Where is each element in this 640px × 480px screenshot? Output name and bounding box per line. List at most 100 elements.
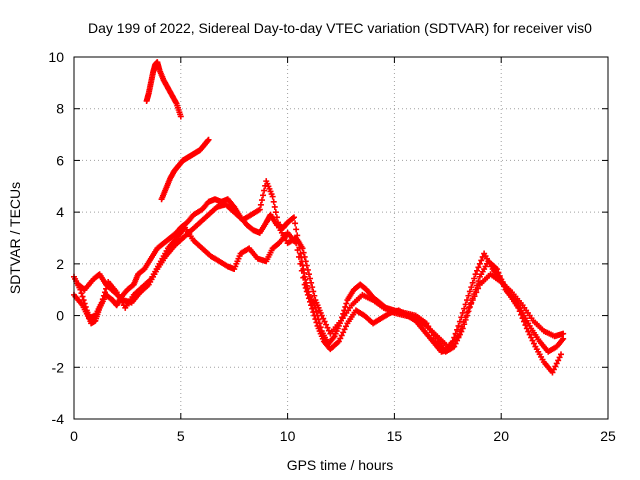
data-point [313, 319, 320, 326]
data-point [529, 337, 536, 344]
y-tick-label: 10 [48, 49, 64, 65]
data-point [473, 267, 480, 274]
data-point [530, 340, 537, 347]
data-point [289, 215, 296, 222]
data-point [462, 314, 469, 321]
data-point [462, 301, 469, 308]
data-point [295, 253, 302, 260]
data-point [468, 284, 475, 291]
y-tick-label: -2 [52, 359, 65, 375]
data-point [518, 311, 525, 318]
data-point [307, 275, 314, 282]
data-point [476, 260, 483, 267]
data-point [325, 327, 332, 334]
data-point [302, 284, 309, 291]
y-tick-label: 2 [56, 256, 64, 272]
x-tick-label: 20 [493, 428, 509, 444]
data-point [294, 247, 301, 254]
data-point [324, 324, 331, 331]
x-tick-label: 0 [70, 428, 78, 444]
data-point [466, 288, 473, 295]
data-point [271, 203, 278, 210]
data-point [528, 334, 535, 341]
data-point [323, 321, 330, 328]
data-point [464, 297, 471, 304]
data-point [516, 308, 523, 315]
data-point [526, 331, 533, 338]
data-point [469, 297, 476, 304]
data-point [475, 264, 482, 271]
data-point [560, 330, 567, 337]
data-point [475, 285, 482, 292]
data-point [300, 274, 307, 281]
data-point [342, 323, 349, 330]
data-point [455, 333, 462, 340]
data-point [311, 292, 318, 299]
data-point [467, 300, 474, 307]
data-point [257, 201, 264, 208]
data-point [80, 297, 87, 304]
data-point [101, 289, 108, 296]
data-point [471, 293, 478, 300]
data-point [292, 220, 299, 227]
data-point [303, 288, 310, 295]
data-point [258, 197, 265, 204]
y-tick-label: 6 [56, 152, 64, 168]
data-point [342, 303, 349, 310]
x-tick-label: 25 [600, 428, 616, 444]
data-point [305, 295, 312, 302]
data-point [100, 292, 107, 299]
data-point [552, 363, 559, 370]
data-point [272, 209, 279, 216]
y-tick-label: 8 [56, 101, 64, 117]
data-point [260, 192, 267, 199]
data-point [261, 187, 268, 194]
x-axis-label: GPS time / hours [287, 457, 394, 473]
data-series [71, 59, 567, 376]
data-point [520, 318, 527, 325]
data-point [78, 290, 85, 297]
data-point [310, 309, 317, 316]
data-point [312, 316, 319, 323]
data-point [465, 292, 472, 299]
data-point [473, 282, 480, 289]
data-point [335, 338, 342, 345]
data-point [79, 293, 86, 300]
data-point [338, 332, 345, 339]
data-point [457, 328, 464, 335]
data-point [320, 315, 327, 322]
data-point [555, 357, 562, 364]
data-point [318, 312, 325, 319]
data-point [293, 226, 300, 233]
data-point [300, 249, 307, 256]
data-point [464, 309, 471, 316]
data-point [473, 289, 480, 296]
data-point [515, 304, 522, 311]
data-point [455, 322, 462, 329]
y-tick-label: -4 [52, 411, 65, 427]
data-point [269, 193, 276, 200]
data-point [461, 305, 468, 312]
data-point [310, 288, 317, 295]
data-point [308, 279, 315, 286]
data-point [98, 299, 105, 306]
data-point [469, 279, 476, 286]
data-point [459, 323, 466, 330]
data-point [309, 305, 316, 312]
chart-title: Day 199 of 2022, Sidereal Day-to-day VTE… [88, 20, 592, 36]
plot-frame [73, 56, 609, 420]
data-point [523, 325, 530, 332]
y-tick-label: 4 [56, 204, 64, 220]
data-point [301, 253, 308, 260]
data-point [304, 291, 311, 298]
x-tick-label: 5 [177, 428, 185, 444]
data-point [479, 253, 486, 260]
data-point [553, 360, 560, 367]
data-point [298, 267, 305, 274]
series-track-c [75, 178, 567, 350]
data-point [550, 366, 557, 373]
data-point [309, 284, 316, 291]
series-track-e [158, 136, 212, 203]
data-point [337, 335, 344, 342]
